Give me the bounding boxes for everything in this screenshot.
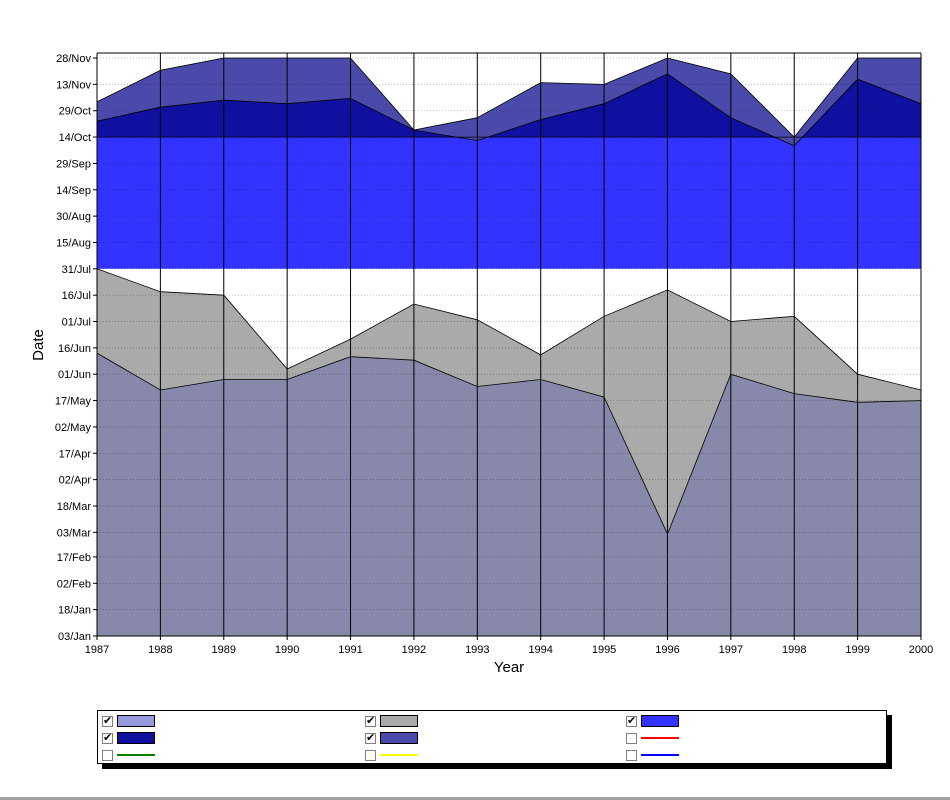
- series-outline-2: [96, 268, 922, 391]
- x-tick-label: 1998: [782, 644, 806, 656]
- legend-swatch: [380, 732, 418, 744]
- legend-item[interactable]: [102, 747, 155, 763]
- y-tick-label: 15/Aug: [56, 237, 91, 249]
- axes: [96, 52, 922, 637]
- legend-checkbox[interactable]: [626, 732, 637, 744]
- legend-checkbox[interactable]: [102, 714, 113, 728]
- y-tick-label: 16/Jun: [58, 343, 91, 355]
- x-tick-label: 1992: [402, 644, 426, 656]
- x-tick-label: 2000: [909, 644, 933, 656]
- y-tick-label: 29/Sep: [56, 158, 91, 170]
- x-tick-label: 1994: [528, 644, 552, 656]
- legend-swatch: [380, 754, 418, 756]
- y-tick-label: 17/May: [55, 396, 92, 408]
- series-area-4: [97, 73, 921, 146]
- legend-checkbox[interactable]: [102, 731, 113, 745]
- x-tick-label: 1991: [338, 644, 362, 656]
- x-tick-labels: 1987 1988 1989 1990 1991 1992 1993 1994 1995 1996…: [85, 644, 933, 656]
- series-outlines: [96, 57, 922, 536]
- legend-swatch: [117, 732, 155, 744]
- y-tick-labels: 03/Jan 18/Jan 02/Feb 17/Feb 03/Mar 18/Mar 02/A…: [55, 53, 92, 643]
- legend-item[interactable]: [365, 713, 418, 729]
- y-tick-label: 02/Feb: [57, 578, 91, 590]
- y-axis-label: Date: [30, 329, 47, 361]
- series-area-1: [97, 353, 921, 636]
- y-tick-label: 14/Sep: [56, 185, 91, 197]
- y-tick-label: 13/Nov: [56, 79, 91, 91]
- y-tick-label: 17/Apr: [59, 448, 92, 460]
- series-area-2: [97, 268, 921, 535]
- legend-swatch: [380, 715, 418, 727]
- legend-checkbox[interactable]: [102, 749, 113, 761]
- y-tick-label: 18/Jan: [58, 605, 91, 617]
- legend-swatch: [117, 715, 155, 727]
- x-tick-label: 1993: [465, 644, 489, 656]
- y-tick-label: 18/Mar: [57, 501, 92, 513]
- y-tick-label: 28/Nov: [56, 53, 91, 65]
- legend-checkbox[interactable]: [365, 731, 376, 745]
- x-tick-label: 1990: [275, 644, 299, 656]
- x-tick-label: 1996: [655, 644, 679, 656]
- x-axis-label: Year: [494, 659, 524, 676]
- legend: [97, 710, 887, 764]
- y-tick-label: 01/Jul: [62, 317, 91, 329]
- series-area-5: [97, 58, 921, 146]
- legend-item[interactable]: [365, 747, 418, 763]
- x-tick-label: 1999: [845, 644, 869, 656]
- legend-swatch: [641, 715, 679, 727]
- x-tick-label: 1988: [148, 644, 172, 656]
- x-tick-label: 1995: [592, 644, 616, 656]
- legend-checkbox[interactable]: [626, 749, 637, 761]
- series-area-3: [97, 137, 921, 269]
- y-tick-label: 29/Oct: [59, 106, 91, 118]
- legend-item[interactable]: [102, 730, 155, 746]
- series-outline-4: [96, 73, 922, 147]
- y-tick-label: 01/Jun: [58, 369, 91, 381]
- y-tick-label: 02/May: [55, 422, 92, 434]
- legend-item[interactable]: [626, 730, 679, 746]
- series-outline-1: [96, 352, 922, 536]
- legend-swatch: [117, 754, 155, 756]
- legend-item[interactable]: [102, 713, 155, 729]
- window-bottom-border: [0, 797, 950, 800]
- legend-item[interactable]: [626, 747, 679, 763]
- y-tick-label: 17/Feb: [57, 552, 91, 564]
- x-tick-label: 1987: [85, 644, 109, 656]
- x-tick-label: 1997: [719, 644, 743, 656]
- legend-swatch: [641, 737, 679, 739]
- series-outline-5: [96, 57, 921, 138]
- legend-swatch: [641, 754, 679, 756]
- legend-checkbox[interactable]: [626, 714, 637, 728]
- y-tick-label: 14/Oct: [59, 132, 91, 144]
- y-tick-label: 31/Jul: [62, 264, 91, 276]
- y-tick-label: 03/Mar: [57, 527, 92, 539]
- y-tick-label: 30/Aug: [56, 211, 91, 223]
- legend-checkbox[interactable]: [365, 749, 376, 761]
- y-tick-label: 02/Apr: [59, 475, 92, 487]
- y-tick-label: 03/Jan: [58, 631, 91, 643]
- y-tick-label: 16/Jul: [62, 290, 91, 302]
- series-areas: [97, 58, 921, 636]
- legend-item[interactable]: [365, 730, 418, 746]
- x-tick-label: 1989: [212, 644, 236, 656]
- legend-checkbox[interactable]: [365, 714, 376, 728]
- legend-item[interactable]: [626, 713, 679, 729]
